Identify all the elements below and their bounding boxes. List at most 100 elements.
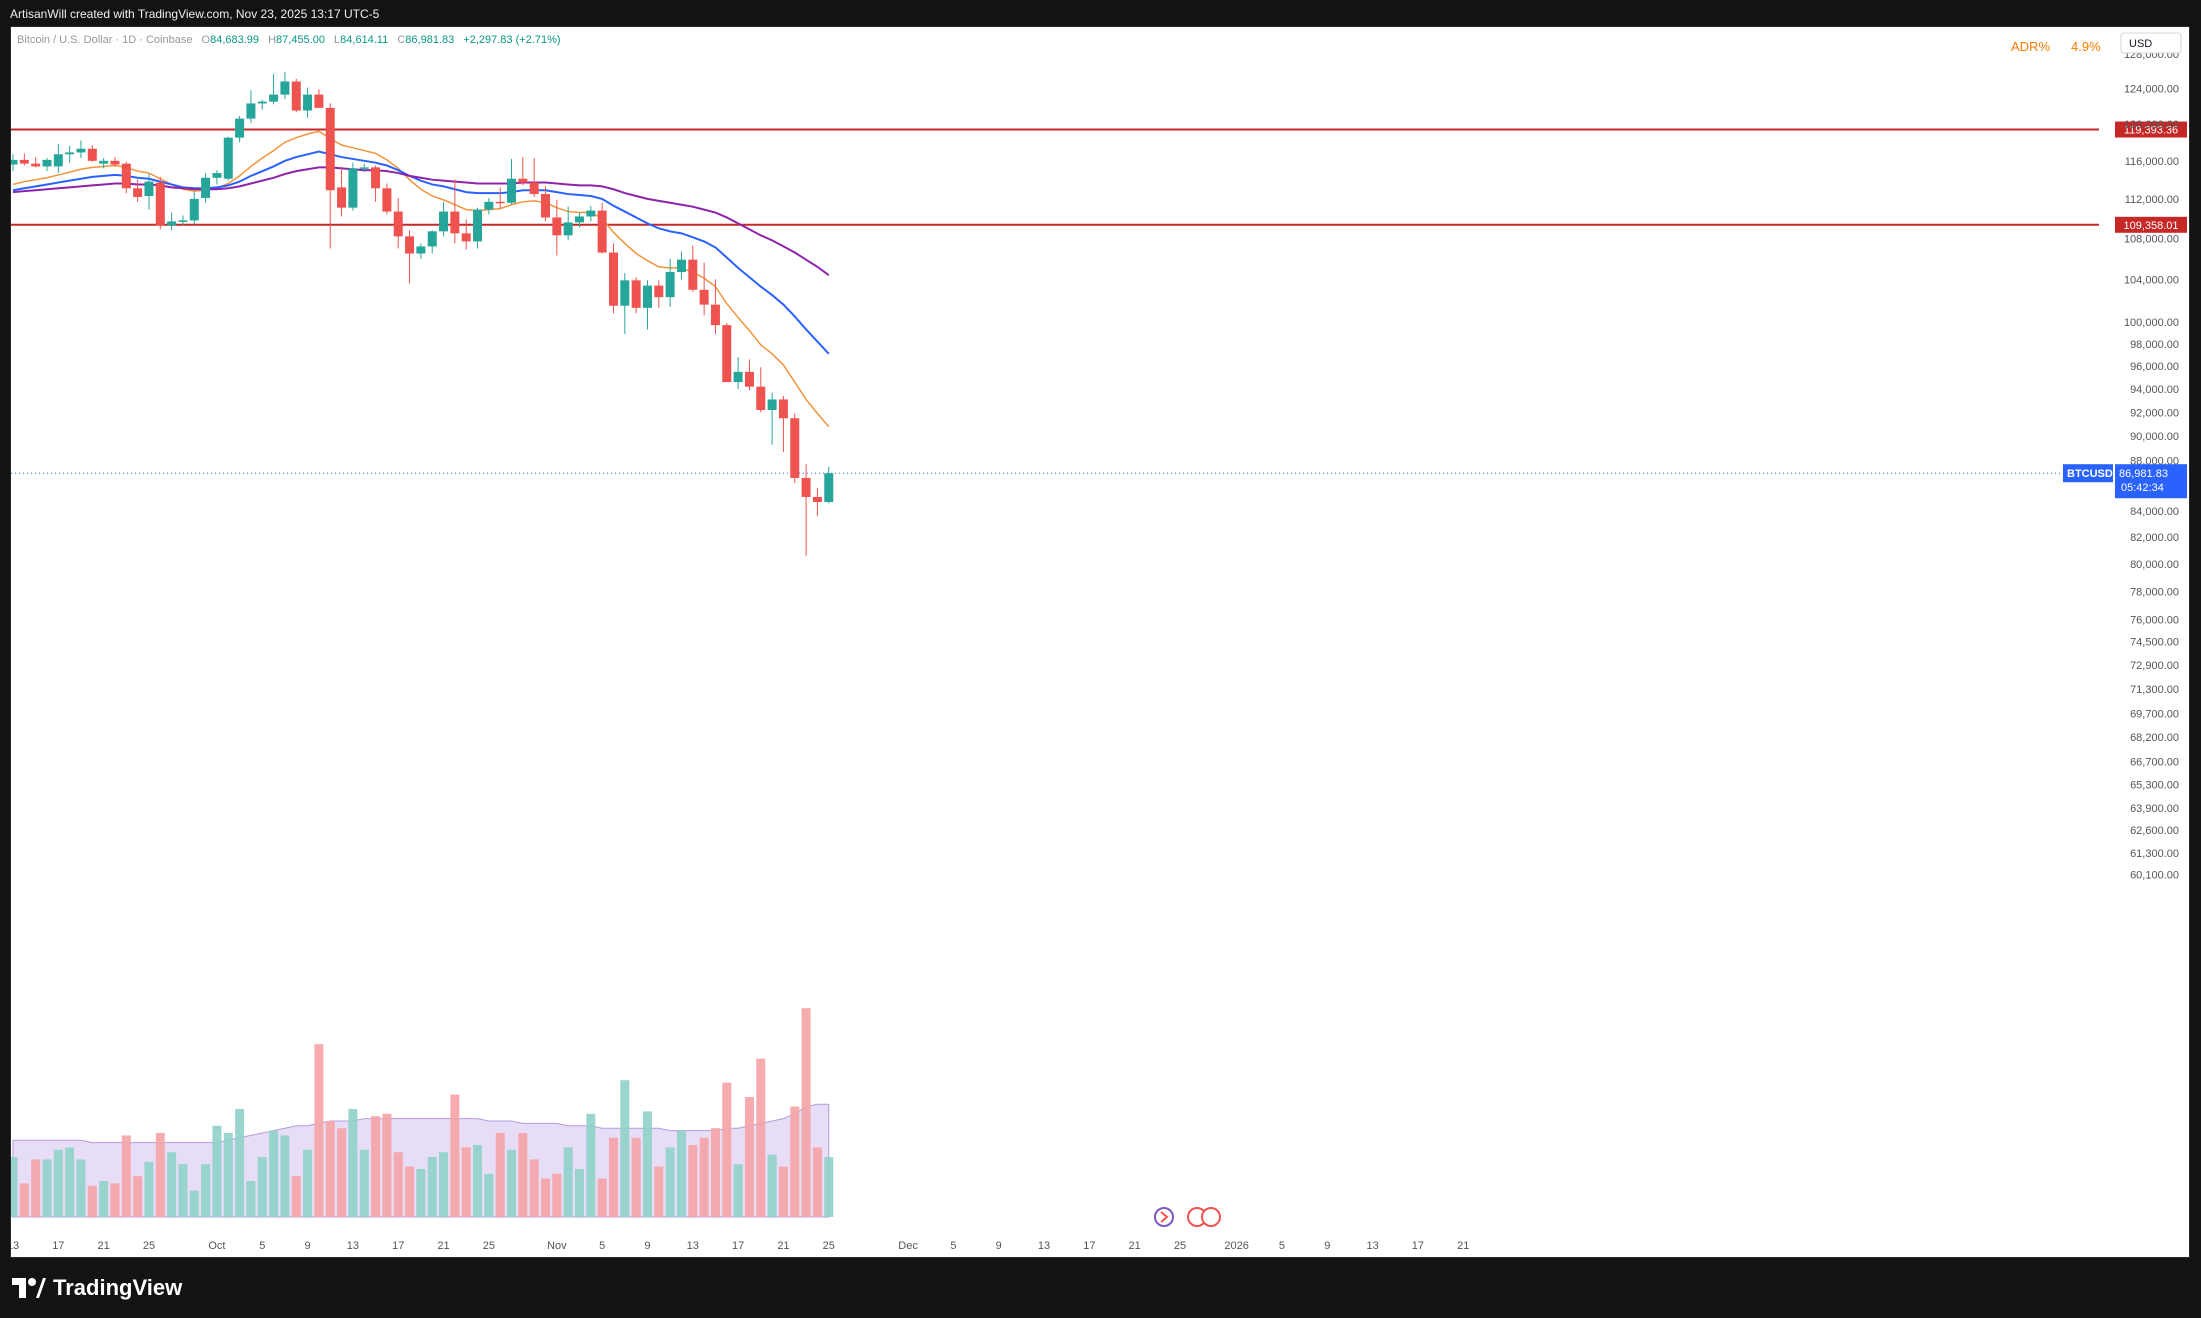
svg-text:Bitcoin / U.S. Dollar · 1D · C: Bitcoin / U.S. Dollar · 1D · Coinbase O8… xyxy=(17,34,561,46)
candle-body xyxy=(416,246,426,254)
volume-bar xyxy=(710,1128,720,1217)
tradingview-logo[interactable]: TradingView xyxy=(12,1275,182,1301)
candle-body xyxy=(371,167,381,189)
volume-bar xyxy=(65,1147,75,1217)
candle-body xyxy=(608,252,618,306)
chart-panel[interactable]: 119,393.36 109,358.01 128,000.00 124,000.0… xyxy=(10,26,2190,1258)
candle-body xyxy=(812,496,822,503)
volume-bar xyxy=(473,1145,483,1217)
volume-bar xyxy=(631,1137,641,1217)
price-tick-label: 92,000.00 xyxy=(2130,407,2179,419)
volume-bar xyxy=(155,1133,165,1217)
price-tick-label: 66,700.00 xyxy=(2130,756,2179,768)
time-tick-label: 5 xyxy=(599,1240,605,1252)
candle-body xyxy=(529,182,539,195)
volume-bar xyxy=(393,1152,403,1217)
candle-body xyxy=(733,371,743,383)
event-markers[interactable] xyxy=(1154,1207,1221,1227)
candle-body xyxy=(461,233,471,242)
brand-name: TradingView xyxy=(53,1275,183,1300)
volume-bar xyxy=(110,1183,120,1217)
level-price-label: 109,358.01 xyxy=(2123,220,2178,232)
price-tag-bg xyxy=(2115,464,2187,499)
price-tick-label: 112,000.00 xyxy=(2125,194,2179,206)
time-tick-label: 25 xyxy=(1174,1240,1186,1252)
time-tick-label: 5 xyxy=(259,1240,265,1252)
candle-body xyxy=(144,181,154,196)
volume-bar xyxy=(586,1113,596,1217)
candle-body xyxy=(76,148,86,153)
volume-bar xyxy=(733,1164,743,1217)
volume-bar xyxy=(133,1176,143,1217)
volume-bar xyxy=(597,1178,607,1217)
time-tick-label: 9 xyxy=(996,1240,1002,1252)
candle-body xyxy=(325,107,335,191)
price-tick-label: 68,200.00 xyxy=(2130,732,2179,744)
volume-bar xyxy=(790,1106,800,1217)
volume-bar xyxy=(31,1159,41,1217)
time-tick-label: 17 xyxy=(1083,1240,1095,1252)
candles-layer xyxy=(11,71,834,556)
volume-bar xyxy=(19,1183,29,1217)
candle-body xyxy=(19,159,29,164)
volume-bar xyxy=(348,1109,358,1217)
candle-body xyxy=(303,94,313,111)
volume-bar xyxy=(676,1130,686,1217)
volume-bar xyxy=(608,1137,618,1217)
candle-body xyxy=(110,160,120,165)
candle-body xyxy=(495,201,505,204)
currency-button[interactable]: USD xyxy=(2120,32,2182,54)
volume-layer xyxy=(11,1008,834,1218)
attribution-text: ArtisanWill created with TradingView.com… xyxy=(10,7,380,21)
volume-bar xyxy=(246,1181,256,1217)
candle-body xyxy=(824,473,834,503)
price-tick-label: 90,000.00 xyxy=(2130,431,2179,443)
candle-body xyxy=(642,285,652,308)
volume-bar xyxy=(756,1058,766,1217)
candle-body xyxy=(427,231,437,247)
candle-body xyxy=(484,201,494,210)
volume-bar xyxy=(688,1145,698,1217)
price-tick-label: 71,300.00 xyxy=(2130,684,2179,696)
volume-bar xyxy=(257,1157,267,1217)
time-tick-label: 21 xyxy=(1129,1240,1141,1252)
price-tag-price: 86,981.83 xyxy=(2119,468,2168,480)
time-tick-label: 5 xyxy=(1279,1240,1285,1252)
volume-bar xyxy=(461,1147,471,1217)
price-tick-label: 72,900.00 xyxy=(2130,660,2179,672)
time-tick-label: 21 xyxy=(437,1240,449,1252)
candle-body xyxy=(87,148,97,161)
legend-close: 86,981.83 xyxy=(405,34,454,46)
level-price-tag xyxy=(2115,216,2187,233)
legend-symbol: Bitcoin / U.S. Dollar · 1D · Coinbase xyxy=(17,34,192,46)
volume-bar xyxy=(767,1154,777,1217)
level-lines: 119,393.36 109,358.01 xyxy=(11,121,2187,474)
time-tick-label: 9 xyxy=(644,1240,650,1252)
candle-body xyxy=(563,222,573,236)
candle-body xyxy=(450,211,460,234)
time-tick-label: 5 xyxy=(950,1240,956,1252)
candle-body xyxy=(382,188,392,212)
time-tick-label: 13 xyxy=(1038,1240,1050,1252)
candle-body xyxy=(744,371,754,387)
volume-bar xyxy=(620,1080,630,1217)
price-tick-label: 82,000.00 xyxy=(2130,532,2179,544)
volume-bar xyxy=(87,1185,97,1217)
volume-bar xyxy=(405,1166,415,1217)
candle-body xyxy=(246,103,256,119)
volume-bar xyxy=(223,1133,233,1217)
time-tick-label: 21 xyxy=(777,1240,789,1252)
volume-bar xyxy=(121,1135,131,1217)
time-tick-label: 25 xyxy=(483,1240,495,1252)
volume-bar xyxy=(722,1082,732,1217)
candle-body xyxy=(359,167,369,169)
candle-body xyxy=(314,94,324,108)
candle-body xyxy=(722,325,732,383)
earnings-event-icon xyxy=(1154,1207,1174,1227)
volume-bar xyxy=(189,1190,199,1217)
volume-bar xyxy=(416,1169,426,1217)
candle-body xyxy=(269,94,279,102)
price-tick-label: 78,000.00 xyxy=(2130,586,2179,598)
volume-bar xyxy=(53,1149,63,1217)
